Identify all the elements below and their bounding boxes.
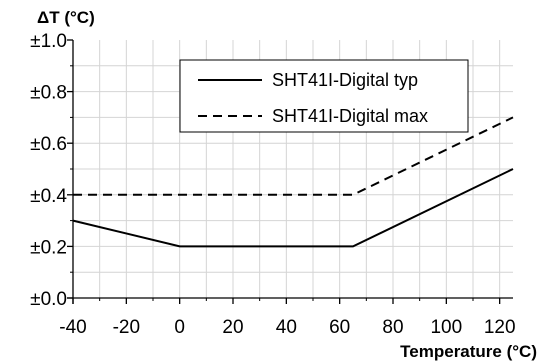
series-group xyxy=(72,116,514,248)
y-tick-label: ±1.0 xyxy=(30,31,67,52)
y-tick-label: ±0.2 xyxy=(30,237,67,258)
y-tick-label: ±0.0 xyxy=(30,289,67,310)
y-tick-label: ±0.4 xyxy=(30,186,67,207)
axes xyxy=(67,39,513,304)
x-axis-title: Temperature (°C) xyxy=(400,342,537,361)
x-tick-label: 40 xyxy=(276,317,297,338)
y-axis-title: ΔT (°C) xyxy=(37,8,95,27)
legend-box xyxy=(179,59,469,133)
y-tick-label: ±0.6 xyxy=(30,134,67,155)
legend: SHT41I-Digital typ SHT41I-Digital max xyxy=(179,59,469,133)
legend-label: SHT41I-Digital typ xyxy=(272,70,418,90)
legend-label: SHT41I-Digital max xyxy=(272,106,428,126)
x-tick-label: 120 xyxy=(484,317,516,338)
x-tick-label: 60 xyxy=(329,317,350,338)
x-tick-label: -40 xyxy=(59,317,86,338)
x-tick-label: 80 xyxy=(382,317,403,338)
series-typ-line xyxy=(72,168,514,248)
series-max-line xyxy=(73,116,514,196)
x-tick-label: 0 xyxy=(174,317,185,338)
x-tick-label: -20 xyxy=(113,317,140,338)
x-tick-label: 100 xyxy=(430,317,462,338)
y-tick-label: ±0.8 xyxy=(30,83,67,104)
x-tick-label: 20 xyxy=(222,317,243,338)
tick-labels: ±0.0 ±0.2 ±0.4 ±0.6 ±0.8 ±1.0 -40 -20 0 20 40 60 80 1… xyxy=(30,31,515,338)
